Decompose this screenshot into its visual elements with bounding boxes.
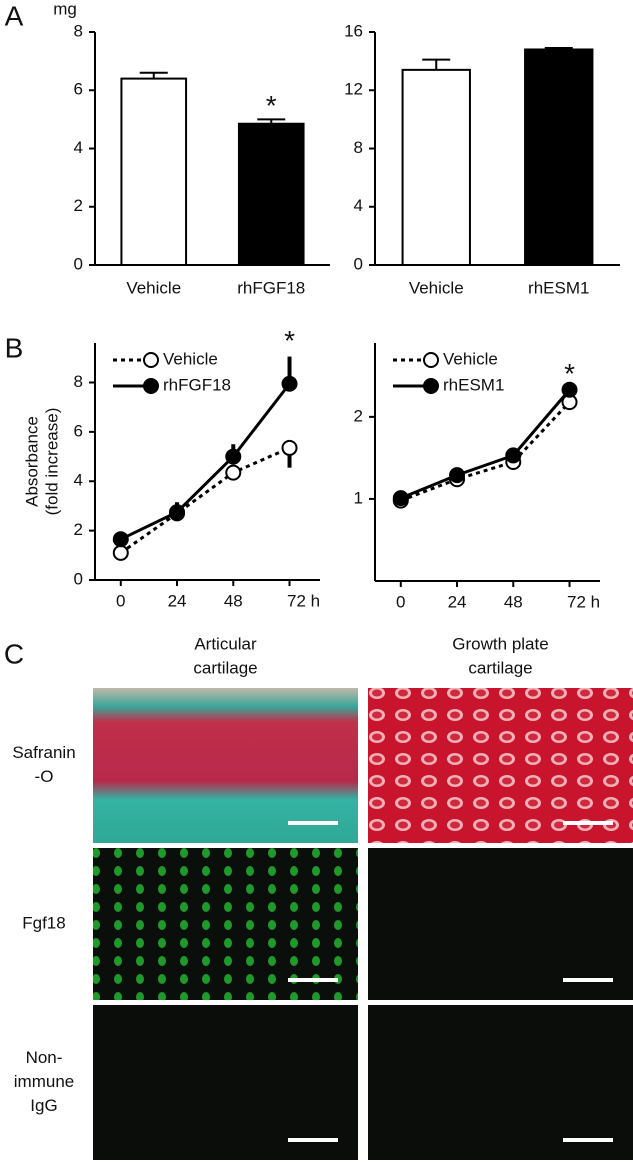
y-tick-label: 6 xyxy=(74,421,83,440)
y-tick-label: 0 xyxy=(74,569,83,588)
y-tick-label: 1 xyxy=(354,488,363,507)
legend-marker xyxy=(143,352,159,368)
x-tick-label: 48 xyxy=(504,592,523,611)
y-tick-label: 8 xyxy=(74,21,83,40)
row-label: IgG xyxy=(30,1096,57,1115)
legend-label: rhFGF18 xyxy=(163,375,231,394)
significance-mark: * xyxy=(564,358,575,389)
marker xyxy=(281,439,298,456)
column-header: cartilage xyxy=(468,658,532,677)
marker xyxy=(449,467,466,484)
y-tick-label: 2 xyxy=(354,406,363,425)
series-line xyxy=(120,382,291,541)
legend-marker xyxy=(143,378,159,394)
bar xyxy=(237,122,305,267)
y-tick-label: 0 xyxy=(74,254,83,273)
bar xyxy=(120,77,188,266)
column-header: cartilage xyxy=(193,658,257,677)
micrograph xyxy=(368,848,633,1000)
legend-marker xyxy=(423,378,439,394)
y-tick-label: 4 xyxy=(354,196,363,215)
marker xyxy=(392,490,409,507)
x-tick-label: 0 xyxy=(116,591,125,610)
micrograph xyxy=(93,848,358,1000)
row-label: Safranin xyxy=(12,743,75,762)
series-line xyxy=(400,401,571,502)
y-tick-label: 16 xyxy=(344,21,363,40)
x-tick-label: 72 h xyxy=(287,591,320,610)
micrograph xyxy=(368,688,633,843)
series-line xyxy=(400,388,571,500)
x-tick-label: 24 xyxy=(168,591,187,610)
y-tick-label: 2 xyxy=(74,196,83,215)
column-header: Growth plate xyxy=(452,634,548,653)
x-tick-label: Vehicle xyxy=(409,278,464,297)
panel-label: C xyxy=(4,638,24,669)
y-tick-label: 2 xyxy=(74,520,83,539)
bar xyxy=(524,48,594,266)
row-label: Fgf18 xyxy=(22,913,65,932)
x-tick-label: 0 xyxy=(396,592,405,611)
y-tick-label: 4 xyxy=(74,138,83,157)
marker xyxy=(281,375,298,392)
legend-label: Vehicle xyxy=(443,349,498,368)
significance-mark: * xyxy=(266,90,277,121)
marker xyxy=(112,531,129,548)
x-tick-label: 24 xyxy=(448,592,467,611)
micrograph xyxy=(368,1005,633,1160)
marker xyxy=(169,504,186,521)
y-axis-label: mg xyxy=(53,0,77,18)
y-tick-label: 0 xyxy=(354,254,363,273)
row-label: immune xyxy=(14,1072,74,1091)
series-line xyxy=(119,446,291,555)
significance-mark: * xyxy=(284,325,295,356)
marker xyxy=(225,464,242,481)
x-tick-label: Vehicle xyxy=(126,278,181,297)
panel-label: A xyxy=(5,0,24,31)
micrograph xyxy=(93,1005,358,1160)
x-tick-label: rhESM1 xyxy=(528,278,589,297)
legend-marker xyxy=(423,352,439,368)
legend-label: Vehicle xyxy=(163,349,218,368)
y-tick-label: 4 xyxy=(74,471,83,490)
legend-label: rhESM1 xyxy=(443,375,504,394)
y-tick-label: 6 xyxy=(74,80,83,99)
y-tick-label: 8 xyxy=(74,372,83,391)
marker xyxy=(112,544,129,561)
x-tick-label: 72 h xyxy=(567,592,600,611)
y-axis-label: Absorbance xyxy=(22,416,41,507)
y-axis-label: (fold increase) xyxy=(42,408,61,516)
column-header: Articular xyxy=(194,634,257,653)
micrograph xyxy=(93,688,358,843)
marker xyxy=(561,381,578,398)
marker xyxy=(225,448,242,465)
panel-label: B xyxy=(5,332,24,363)
marker xyxy=(505,447,522,464)
bar xyxy=(401,68,471,266)
row-label: Non- xyxy=(26,1048,63,1067)
y-tick-label: 8 xyxy=(354,138,363,157)
row-label: -O xyxy=(35,767,54,786)
x-tick-label: rhFGF18 xyxy=(237,278,305,297)
y-tick-label: 12 xyxy=(344,80,363,99)
x-tick-label: 48 xyxy=(224,591,243,610)
